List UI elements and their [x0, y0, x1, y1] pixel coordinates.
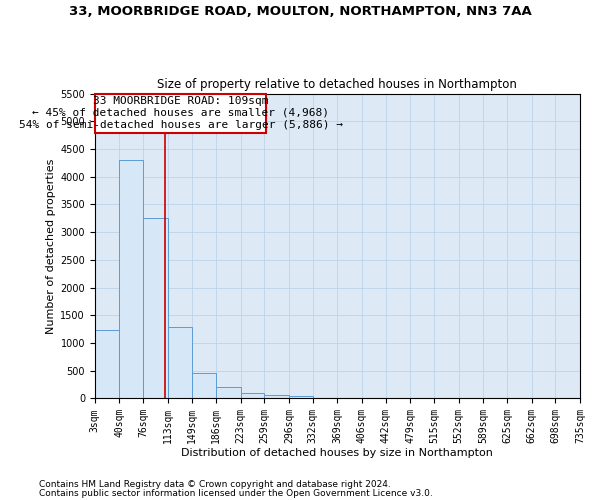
Title: Size of property relative to detached houses in Northampton: Size of property relative to detached ho…: [157, 78, 517, 91]
Bar: [216, 388, 241, 398]
Bar: [265, 395, 289, 398]
Text: 33 MOORBRIDGE ROAD: 109sqm: 33 MOORBRIDGE ROAD: 109sqm: [93, 96, 268, 106]
Bar: [119, 160, 143, 398]
Bar: [95, 330, 119, 398]
Y-axis label: Number of detached properties: Number of detached properties: [46, 158, 56, 334]
Bar: [95, 94, 266, 134]
Bar: [241, 394, 265, 398]
Text: Contains HM Land Registry data © Crown copyright and database right 2024.: Contains HM Land Registry data © Crown c…: [39, 480, 391, 489]
Text: ← 45% of detached houses are smaller (4,968): ← 45% of detached houses are smaller (4,…: [32, 108, 329, 118]
Bar: [143, 218, 167, 398]
Text: 54% of semi-detached houses are larger (5,886) →: 54% of semi-detached houses are larger (…: [19, 120, 343, 130]
Bar: [191, 373, 216, 398]
Bar: [289, 396, 313, 398]
X-axis label: Distribution of detached houses by size in Northampton: Distribution of detached houses by size …: [181, 448, 493, 458]
Bar: [167, 328, 191, 398]
Text: 33, MOORBRIDGE ROAD, MOULTON, NORTHAMPTON, NN3 7AA: 33, MOORBRIDGE ROAD, MOULTON, NORTHAMPTO…: [68, 5, 532, 18]
Text: Contains public sector information licensed under the Open Government Licence v3: Contains public sector information licen…: [39, 490, 433, 498]
